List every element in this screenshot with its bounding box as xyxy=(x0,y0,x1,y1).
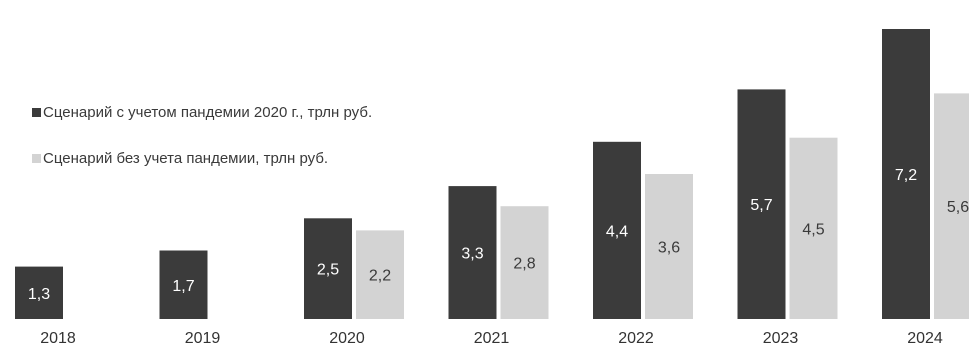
bar-with-pandemic-2022 xyxy=(593,141,641,319)
bar-without-pandemic-2022 xyxy=(645,174,693,319)
bar-label-with-pandemic-2024: 7,2 xyxy=(895,167,917,184)
bar-with-pandemic-2019 xyxy=(159,250,208,319)
legend-label-without-pandemic: Сценарий без учета пандемии, трлн руб. xyxy=(43,149,329,167)
x-tick-label-2024: 2024 xyxy=(907,330,943,347)
legend-swatch-with-pandemic xyxy=(32,107,41,117)
bar-label-without-pandemic-2021: 2,8 xyxy=(513,256,535,273)
bar-label-without-pandemic-2022: 3,6 xyxy=(658,240,680,257)
x-tick-label-2019: 2019 xyxy=(185,330,221,347)
bar-with-pandemic-2023 xyxy=(737,89,786,320)
bar-label-without-pandemic-2024: 5,6 xyxy=(947,199,969,216)
bar-with-pandemic-2018 xyxy=(15,266,63,319)
legend: Сценарий с учетом пандемии 2020 г., трлн… xyxy=(32,102,372,194)
bar-without-pandemic-2021 xyxy=(500,206,549,319)
bar-label-with-pandemic-2020: 2,5 xyxy=(317,262,339,279)
legend-item-with-pandemic: Сценарий с учетом пандемии 2020 г., трлн… xyxy=(32,102,372,122)
bars-group xyxy=(15,29,969,320)
x-tick-label-2018: 2018 xyxy=(40,330,76,347)
bar-without-pandemic-2020 xyxy=(356,230,404,319)
bar-without-pandemic-2024 xyxy=(934,93,969,320)
bar-without-pandemic-2023 xyxy=(789,137,838,319)
x-tick-label-2023: 2023 xyxy=(763,330,799,347)
bar-labels-group: 1,3 1,7 2,5 2,2 3,3 2,8 4,4 3,6 5,7 4,5 7,2 5,6 xyxy=(28,167,969,303)
legend-item-without-pandemic: Сценарий без учета пандемии, трлн руб. xyxy=(32,148,372,168)
bar-with-pandemic-2024 xyxy=(882,29,930,319)
x-tick-label-2022: 2022 xyxy=(618,330,654,347)
bar-label-with-pandemic-2021: 3,3 xyxy=(461,246,483,263)
x-tick-label-2020: 2020 xyxy=(329,330,365,347)
bar-label-with-pandemic-2018: 1,3 xyxy=(28,286,50,303)
bar-label-with-pandemic-2022: 4,4 xyxy=(606,223,628,240)
bar-label-without-pandemic-2020: 2,2 xyxy=(369,268,391,285)
bar-label-with-pandemic-2019: 1,7 xyxy=(172,278,194,295)
bar-with-pandemic-2021 xyxy=(448,186,497,319)
x-axis-ticks: 2018 2019 2020 2021 2022 2023 2024 xyxy=(40,330,943,347)
legend-label-with-pandemic: Сценарий с учетом пандемии 2020 г., трлн… xyxy=(43,103,373,121)
bar-label-with-pandemic-2023: 5,7 xyxy=(750,197,772,214)
legend-swatch-without-pandemic xyxy=(32,153,41,163)
bar-label-without-pandemic-2023: 4,5 xyxy=(802,221,824,238)
x-tick-label-2021: 2021 xyxy=(474,330,510,347)
bar-with-pandemic-2020 xyxy=(304,218,352,319)
